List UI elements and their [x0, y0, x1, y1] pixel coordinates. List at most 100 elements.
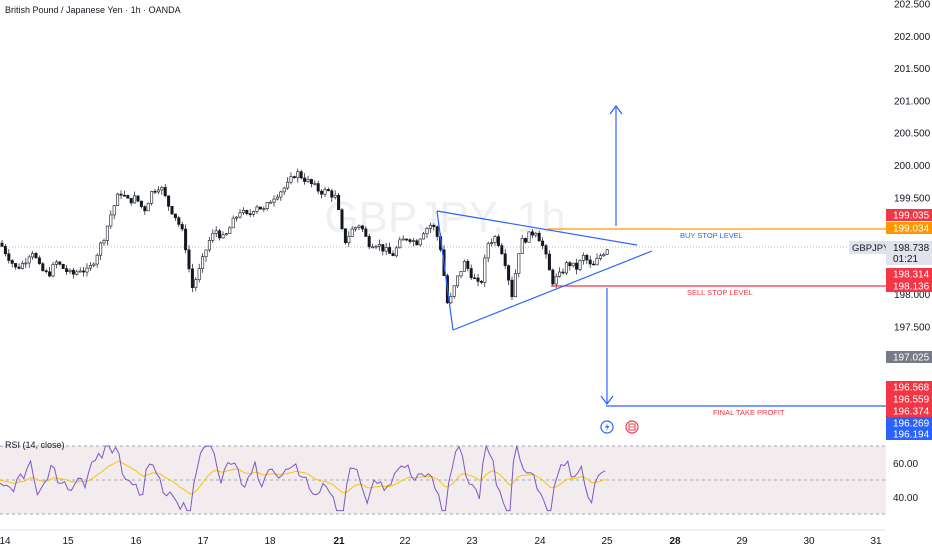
candle — [343, 228, 347, 245]
price-tick-label: 202.500 — [894, 0, 931, 11]
svg-text:199.034: 199.034 — [893, 224, 930, 235]
candle — [513, 269, 517, 298]
candle — [530, 228, 534, 239]
candle — [54, 259, 58, 269]
candle — [350, 226, 354, 237]
candle — [48, 266, 52, 278]
time-tick-label: 25 — [601, 536, 613, 547]
candle — [92, 262, 96, 268]
candle — [581, 252, 585, 265]
triangle-upper-line — [436, 210, 638, 246]
countdown: 01:21 — [893, 254, 918, 265]
candle — [449, 292, 453, 304]
candle — [265, 201, 269, 211]
candle — [330, 188, 334, 202]
candle — [248, 209, 252, 218]
candle — [490, 238, 494, 247]
candle — [588, 255, 592, 268]
candle — [218, 228, 222, 241]
time-tick-label: 31 — [870, 536, 882, 547]
candle — [564, 260, 568, 275]
candle — [551, 268, 555, 287]
price-tick-label: 200.000 — [894, 161, 931, 172]
candle — [292, 175, 296, 179]
candle — [561, 268, 565, 275]
candle — [58, 261, 62, 266]
candle — [75, 269, 79, 276]
candle — [14, 263, 18, 270]
candle — [71, 267, 75, 279]
candle — [3, 244, 7, 257]
time-tick-label: 14 — [0, 536, 11, 547]
lightning-icon[interactable] — [600, 420, 614, 434]
candle — [486, 241, 490, 263]
candle — [156, 186, 160, 195]
candle — [357, 224, 361, 231]
candle — [354, 226, 358, 232]
down-arrow-head — [600, 395, 614, 405]
candle — [466, 259, 470, 272]
candle — [116, 192, 120, 206]
candle — [95, 253, 99, 268]
candle — [462, 259, 466, 272]
candle — [483, 254, 487, 287]
candle — [61, 263, 65, 269]
svg-text:199.035: 199.035 — [893, 211, 930, 222]
price-axis-label: 197.025 — [886, 351, 932, 364]
candle — [503, 248, 507, 269]
rsi-ma-line — [0, 460, 606, 495]
price-axis-label: 198.314 — [886, 268, 932, 281]
candle — [571, 262, 575, 268]
candle — [68, 268, 72, 274]
candle — [473, 273, 477, 280]
candle — [411, 237, 415, 247]
price-axis-label: 199.034 — [886, 222, 932, 235]
candle — [289, 172, 293, 185]
rsi-lines — [0, 444, 606, 512]
candle — [37, 255, 41, 265]
candle — [428, 222, 432, 233]
time-tick-label: 16 — [130, 536, 142, 547]
candle — [296, 168, 300, 183]
candle — [320, 189, 324, 199]
up-arrow-head — [609, 105, 623, 115]
candle — [194, 277, 198, 292]
svg-text:196.194: 196.194 — [893, 430, 930, 441]
candle — [258, 206, 262, 210]
candle — [241, 207, 245, 215]
candle — [228, 226, 232, 234]
candle — [105, 225, 109, 246]
price-axis-label: 199.035 — [886, 209, 932, 222]
candle — [364, 226, 368, 237]
candle — [592, 260, 596, 266]
candle — [78, 267, 82, 273]
candle — [167, 195, 171, 211]
candle — [99, 241, 103, 261]
candle — [65, 265, 69, 275]
flag-icon[interactable] — [625, 420, 639, 434]
candle — [303, 173, 307, 185]
candle — [184, 224, 188, 254]
candle — [24, 258, 28, 269]
candle — [133, 191, 137, 204]
price-axis-label: 198.136 — [886, 280, 932, 293]
candle — [432, 223, 436, 231]
candle — [211, 229, 215, 243]
candle — [119, 190, 123, 199]
candle — [177, 215, 181, 228]
candle — [170, 205, 174, 215]
price-axis-label: 196.374 — [886, 405, 932, 418]
candle — [381, 244, 385, 256]
candle — [17, 263, 21, 270]
candle — [340, 207, 344, 230]
candle — [585, 253, 589, 265]
candle — [275, 194, 279, 201]
time-axis[interactable]: 14 15 16 17 18 21 22 23 24 25 28 29 30 31 — [0, 536, 882, 547]
price-tick-label: 201.000 — [894, 96, 931, 107]
candle — [153, 188, 157, 195]
time-tick-label: 17 — [197, 536, 209, 547]
candle — [20, 260, 24, 270]
rsi-line — [0, 444, 606, 512]
